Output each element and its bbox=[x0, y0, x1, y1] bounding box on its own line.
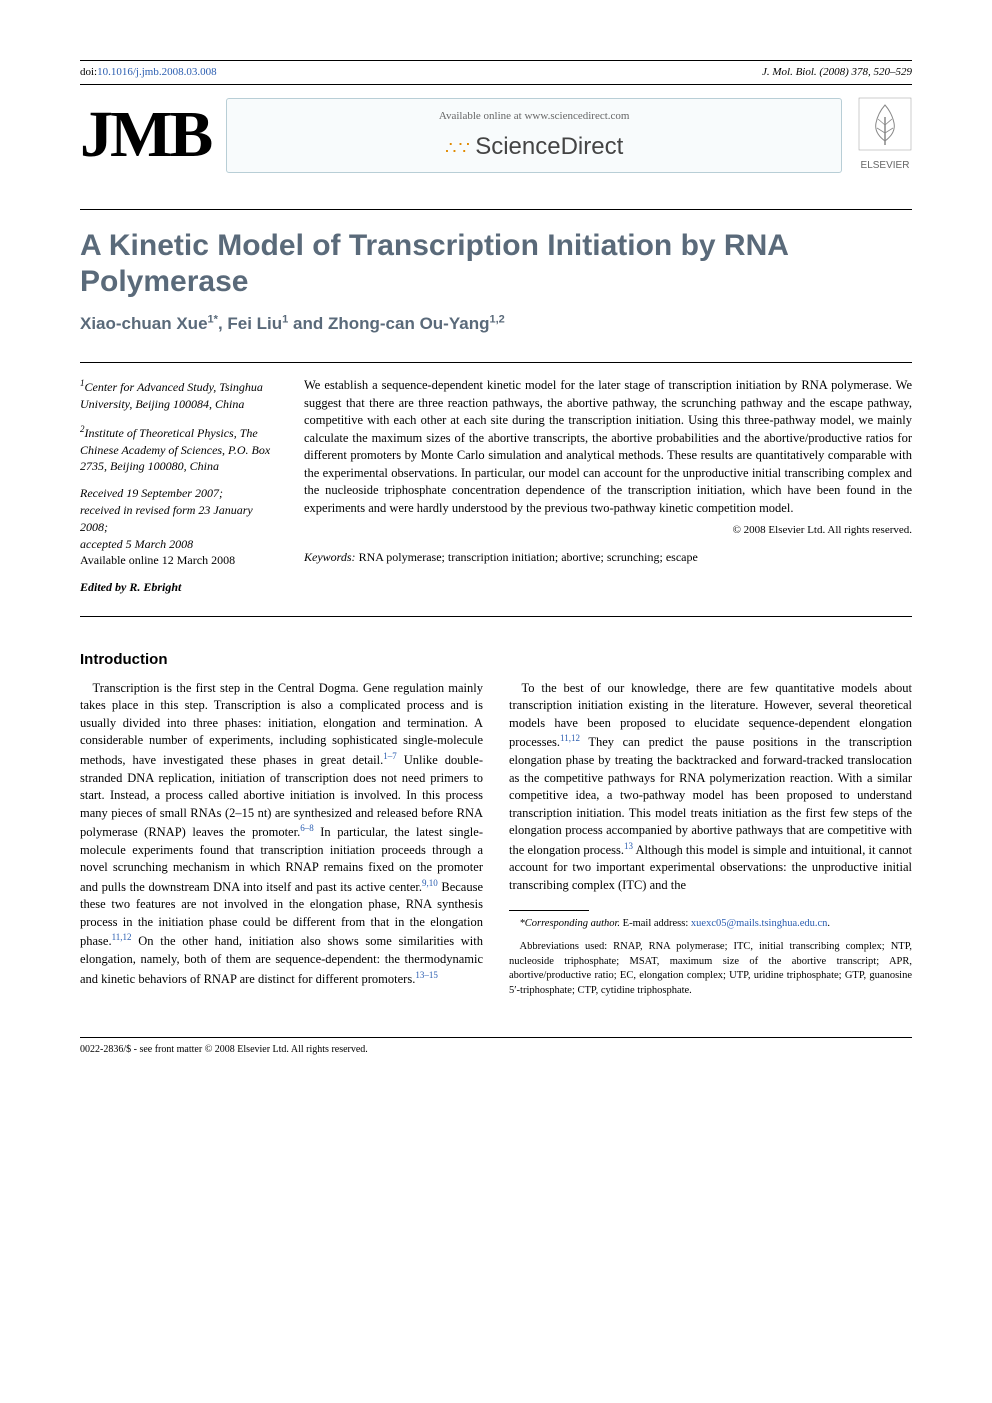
sciencedirect-logo: ∴∵ ScienceDirect bbox=[243, 130, 825, 164]
ref-link-6[interactable]: 11,12 bbox=[560, 733, 580, 743]
author-3-sup: 1,2 bbox=[489, 314, 504, 326]
author-list: Xiao-chuan Xue1*, Fei Liu1 and Zhong-can… bbox=[80, 312, 912, 336]
introduction-heading: Introduction bbox=[80, 649, 912, 670]
doi-container: doi:10.1016/j.jmb.2008.03.008 bbox=[80, 65, 217, 80]
keywords-text: RNA polymerase; transcription initiation… bbox=[356, 550, 698, 564]
keywords-line: Keywords: RNA polymerase; transcription … bbox=[304, 549, 912, 566]
author-1: Xiao-chuan Xue bbox=[80, 314, 208, 333]
abbreviations-footnote: Abbreviations used: RNAP, RNA polymerase… bbox=[509, 940, 912, 999]
author-3: Zhong-can Ou-Yang bbox=[328, 314, 490, 333]
author-1-sup: 1* bbox=[208, 314, 218, 326]
meta-left-column: 1Center for Advanced Study, Tsinghua Uni… bbox=[80, 377, 280, 606]
elsevier-tree-icon bbox=[858, 97, 912, 151]
corresponding-label: *Corresponding author. bbox=[520, 918, 621, 929]
sciencedirect-block: Available online at www.sciencedirect.co… bbox=[226, 98, 842, 173]
ref-link-7[interactable]: 13 bbox=[624, 841, 633, 851]
article-title: A Kinetic Model of Transcription Initiat… bbox=[80, 228, 912, 300]
meta-section: 1Center for Advanced Study, Tsinghua Uni… bbox=[80, 362, 912, 617]
ref-link-2[interactable]: 6–8 bbox=[300, 823, 314, 833]
corresponding-email-link[interactable]: xuexc05@mails.tsinghua.edu.cn bbox=[691, 918, 828, 929]
elsevier-label: ELSEVIER bbox=[858, 159, 912, 173]
ref-link-4[interactable]: 11,12 bbox=[112, 932, 132, 942]
journal-reference: J. Mol. Biol. (2008) 378, 520–529 bbox=[762, 65, 912, 80]
abstract-text: We establish a sequence-dependent kineti… bbox=[304, 377, 912, 517]
corresponding-period: . bbox=[827, 918, 830, 929]
editor-line: Edited by R. Ebright bbox=[80, 579, 280, 596]
jmb-logo: JMB bbox=[80, 102, 210, 168]
date-revised: received in revised form 23 January 2008… bbox=[80, 503, 253, 534]
ref-link-5[interactable]: 13–15 bbox=[415, 970, 438, 980]
copyright-line: © 2008 Elsevier Ltd. All rights reserved… bbox=[304, 523, 912, 538]
author-sep-1: , bbox=[218, 314, 227, 333]
corresponding-text: E-mail address: bbox=[620, 918, 691, 929]
doi-prefix: doi: bbox=[80, 66, 97, 78]
affiliation-1-text: Center for Advanced Study, Tsinghua Univ… bbox=[80, 380, 263, 411]
affiliation-2-text: Institute of Theoretical Physics, The Ch… bbox=[80, 426, 270, 474]
affiliation-2: 2Institute of Theoretical Physics, The C… bbox=[80, 423, 280, 475]
ref-link-3[interactable]: 9,10 bbox=[422, 878, 438, 888]
meta-right-column: We establish a sequence-dependent kineti… bbox=[304, 377, 912, 606]
doi-bar: doi:10.1016/j.jmb.2008.03.008 J. Mol. Bi… bbox=[80, 60, 912, 85]
body-paragraph-2: To the best of our knowledge, there are … bbox=[509, 680, 912, 894]
corresponding-author-footnote: *Corresponding author. E-mail address: x… bbox=[509, 917, 912, 932]
date-received: Received 19 September 2007; bbox=[80, 486, 223, 500]
sciencedirect-dots-icon: ∴∵ bbox=[445, 138, 472, 158]
sciencedirect-available: Available online at www.sciencedirect.co… bbox=[243, 109, 825, 124]
footnote-rule bbox=[509, 910, 589, 911]
journal-banner: JMB Available online at www.sciencedirec… bbox=[80, 97, 912, 173]
body-paragraph-1: Transcription is the first step in the C… bbox=[80, 680, 483, 988]
date-accepted: accepted 5 March 2008 bbox=[80, 537, 193, 551]
author-and: and bbox=[288, 314, 328, 333]
author-2: Fei Liu bbox=[227, 314, 282, 333]
elsevier-logo-block: ELSEVIER bbox=[858, 97, 912, 173]
ref-link-1[interactable]: 1–7 bbox=[383, 751, 397, 761]
date-available: Available online 12 March 2008 bbox=[80, 553, 235, 567]
article-dates: Received 19 September 2007; received in … bbox=[80, 485, 280, 569]
sciencedirect-name: ScienceDirect bbox=[475, 133, 623, 160]
doi-link[interactable]: 10.1016/j.jmb.2008.03.008 bbox=[97, 66, 216, 78]
keywords-label: Keywords: bbox=[304, 550, 356, 564]
page-footer: 0022-2836/$ - see front matter © 2008 El… bbox=[80, 1037, 912, 1057]
body-columns: Transcription is the first step in the C… bbox=[80, 680, 912, 1002]
affiliation-1: 1Center for Advanced Study, Tsinghua Uni… bbox=[80, 377, 280, 413]
body-p2b: They can predict the pause positions in … bbox=[509, 736, 912, 857]
title-rule-top bbox=[80, 209, 912, 210]
